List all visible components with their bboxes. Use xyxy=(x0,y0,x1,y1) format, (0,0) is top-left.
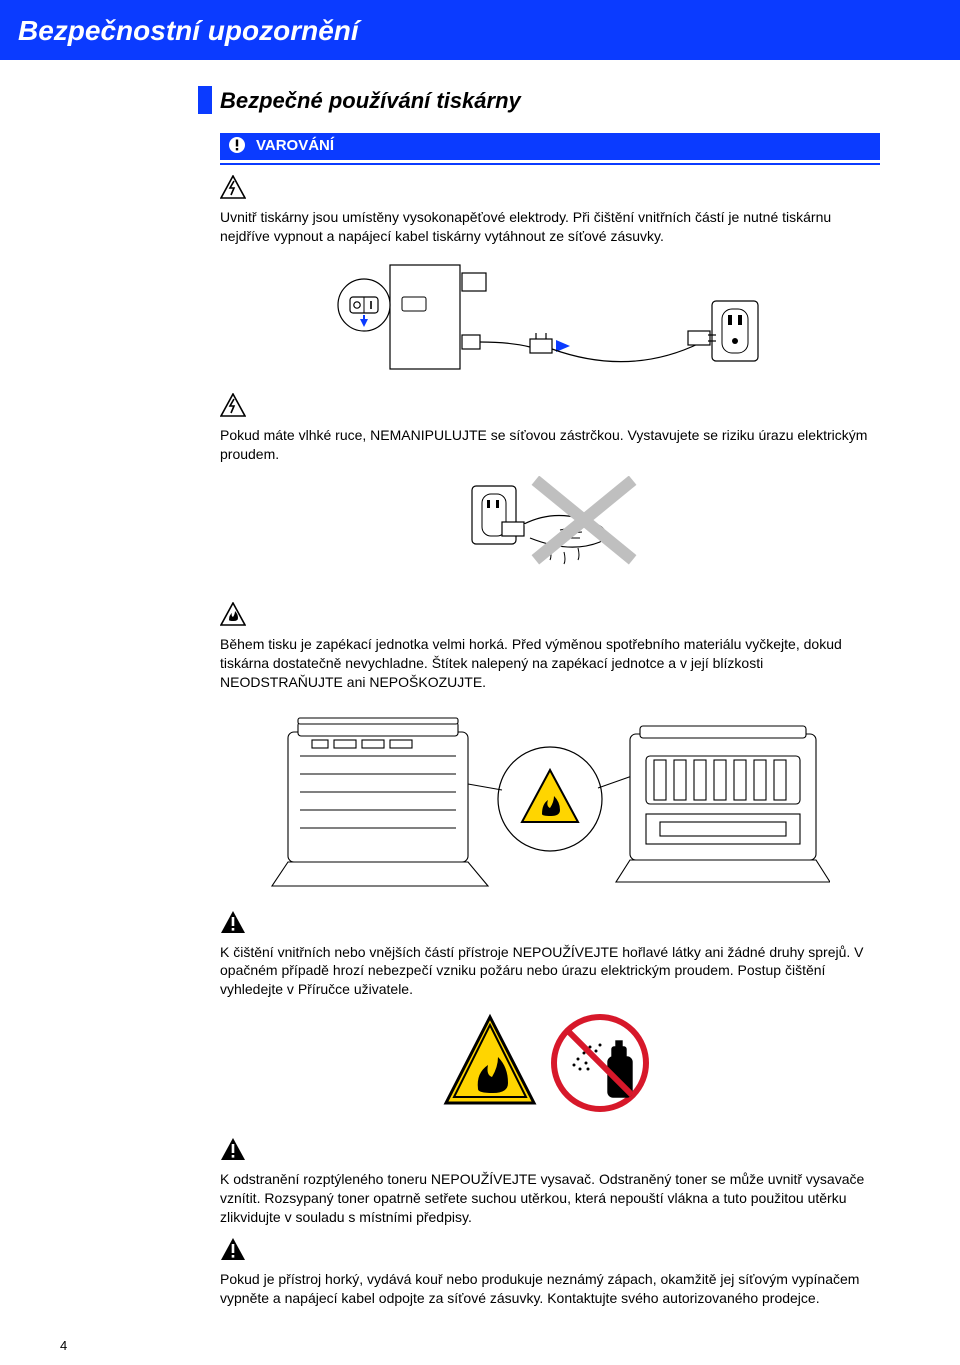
warning-banner-label: VAROVÁNÍ xyxy=(256,137,334,154)
exclaim-triangle-icon xyxy=(220,1237,880,1266)
warning-text-5: Pokud je přístroj horký, vydává kouř neb… xyxy=(220,1270,880,1308)
illustration-wet-hand xyxy=(220,476,880,586)
warning-banner-bar: VAROVÁNÍ xyxy=(220,133,880,159)
warning-text-2: Během tisku je zapékací jednotka velmi h… xyxy=(220,635,880,692)
warning-text-3: K čištění vnitřních nebo vnějších částí … xyxy=(220,943,880,1000)
warning-text-4: K odstranění rozptýleného toneru NEPOUŽÍ… xyxy=(220,1170,880,1227)
section-heading: Bezpečné používání tiskárny xyxy=(220,86,880,116)
page-header-title: Bezpečnostní upozornění xyxy=(18,15,359,46)
illustration-unplug xyxy=(220,257,880,377)
warning-banner: VAROVÁNÍ xyxy=(220,133,880,164)
exclaim-triangle-icon xyxy=(220,1137,880,1166)
exclaim-triangle-icon xyxy=(220,910,880,939)
section-heading-text: Bezpečné používání tiskárny xyxy=(220,86,880,116)
hot-triangle-icon xyxy=(220,602,880,631)
page-header: Bezpečnostní upozornění xyxy=(0,0,960,66)
warning-text-0: Uvnitř tiskárny jsou umístěny vysokonapě… xyxy=(220,208,880,246)
illustration-hot-fuser xyxy=(220,704,880,894)
warning-underline xyxy=(220,163,880,165)
page-number: 4 xyxy=(0,1337,960,1365)
illustration-fire-no-spray xyxy=(220,1011,880,1121)
shock-triangle-icon xyxy=(220,175,880,204)
section-heading-accent xyxy=(198,86,212,114)
warning-text-1: Pokud máte vlhké ruce, NEMANIPULUJTE se … xyxy=(220,426,880,464)
shock-triangle-icon xyxy=(220,393,880,422)
page-content: Bezpečné používání tiskárny VAROVÁNÍ Uvn… xyxy=(0,66,960,1338)
warning-circle-icon xyxy=(228,136,246,160)
